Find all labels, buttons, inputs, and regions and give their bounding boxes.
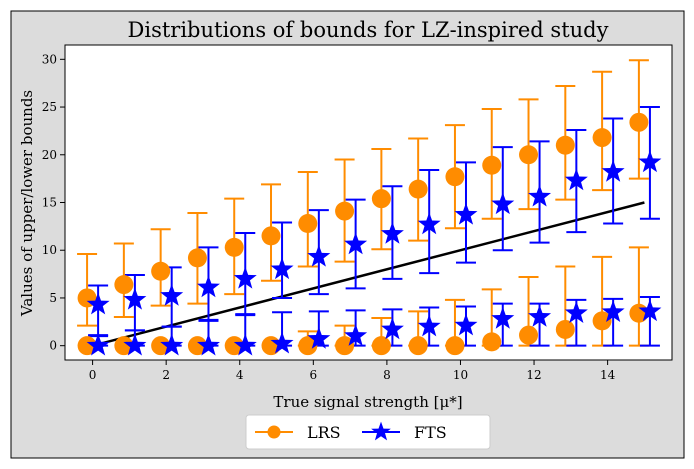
x-tick-label: 2 [162,368,170,382]
y-tick-label: 10 [42,243,57,257]
lrs-upper-point [408,179,428,199]
lrs-lower-point [114,336,134,356]
fts-upper-point [491,192,515,215]
lrs-upper-point [555,135,575,155]
lrs-lower-point [592,311,612,331]
fts-lower-point [491,306,515,329]
fts-upper-point [454,202,478,225]
fts-lower-point [233,333,257,356]
y-tick-label: 20 [42,148,57,162]
fts-upper-point [528,184,552,207]
lrs-upper-point [335,201,355,221]
markers-group [77,112,662,356]
x-tick-label: 8 [383,368,391,382]
fts-upper-point [564,168,588,191]
legend-lrs-label: LRS [307,423,341,442]
x-axis-ticks: 0 2 4 6 8 10 12 14 [89,360,616,382]
lrs-lower-point [151,336,171,356]
fts-lower-point [307,326,331,349]
x-tick-label: 4 [236,368,244,382]
chart-title: Distributions of bounds for LZ-inspired … [128,18,609,42]
x-axis-label: True signal strength [μ*] [273,393,462,411]
fts-lower-point [601,300,625,323]
fts-lower-point [160,333,184,356]
fts-upper-point [233,266,257,289]
lrs-lower-point [371,336,391,356]
fts-upper-point [380,221,404,244]
y-tick-label: 25 [42,100,57,114]
lrs-lower-point [408,336,428,356]
lrs-upper-point [371,189,391,209]
y-tick-label: 5 [49,291,57,305]
fts-upper-point [196,275,220,298]
x-tick-label: 12 [526,368,541,382]
lrs-lower-point [224,336,244,356]
legend-fts-label: FTS [414,423,447,442]
lrs-lower-point [298,336,318,356]
lrs-upper-point [224,237,244,257]
x-tick-label: 0 [89,368,97,382]
lrs-upper-point [629,112,649,132]
fts-upper-point [86,292,110,315]
lrs-upper-point [482,155,502,175]
fts-upper-point [638,150,662,173]
y-tick-label: 15 [42,196,57,210]
lrs-upper-point [592,128,612,148]
lrs-lower-point [187,336,207,356]
fts-lower-point [564,301,588,323]
fts-upper-point [123,287,147,310]
fts-lower-point [86,333,110,356]
legend-fts-marker [371,421,391,441]
lrs-upper-point [519,145,539,165]
fts-lower-point [380,317,404,340]
fts-upper-point [160,283,184,306]
fts-lower-point [123,333,147,356]
x-tick-label: 14 [600,368,616,382]
y-axis-ticks: 0 5 10 15 20 25 30 [42,52,65,353]
y-axis-label: Values of upper/lower bounds [18,90,36,317]
lrs-upper-point [298,214,318,233]
fts-lower-point [454,313,478,336]
lrs-upper-point [187,248,207,268]
x-tick-label: 10 [453,368,468,382]
lrs-lower-point [482,332,502,352]
fts-lower-point [196,333,220,356]
legend-lrs-marker [267,425,281,439]
fts-lower-point [528,304,552,327]
fts-lower-point [417,314,441,337]
plot-area [64,44,673,361]
fts-lower-point [270,331,294,354]
lrs-lower-point [555,319,575,339]
fts-upper-point [307,244,331,267]
lrs-lower-point [335,336,355,356]
lrs-lower-point [77,336,97,356]
y-tick-label: 30 [42,52,57,66]
legend-items: LRS FTS [255,421,447,442]
lrs-upper-point [114,275,134,295]
lrs-lower-point [519,325,539,345]
lrs-lower-point [445,336,465,356]
lrs-upper-point [261,226,281,246]
fts-lower-point [638,299,662,322]
lrs-upper-point [151,261,171,281]
reference-line [92,201,645,347]
fts-upper-point [344,232,368,255]
lrs-upper-point [445,167,465,187]
reference-line-group [92,201,645,347]
fts-upper-point [601,159,625,182]
y-tick-label: 0 [49,339,57,353]
fts-upper-point [417,212,441,235]
x-tick-label: 6 [309,368,317,382]
fts-upper-point [270,257,294,280]
legend: LRS FTS [245,414,491,450]
fts-lower-point [344,324,368,346]
